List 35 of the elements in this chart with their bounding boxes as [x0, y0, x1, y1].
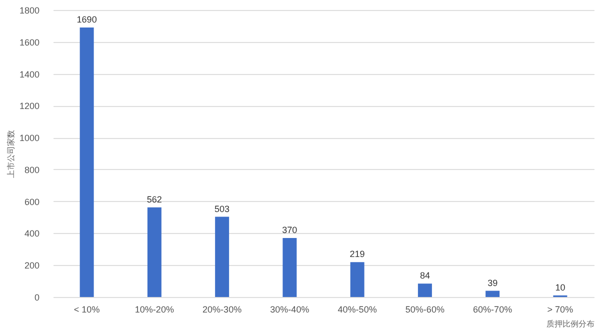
data-label: 84 [420, 270, 430, 281]
x-tick-label: 10%-20% [134, 304, 174, 314]
data-label: 370 [282, 225, 298, 236]
data-label: 562 [146, 194, 162, 204]
y-tick-label: 0 [34, 292, 40, 302]
x-tick-label: < 10% [74, 304, 100, 314]
x-axis-title: 质押比例分布 [546, 320, 594, 328]
data-label: 10 [555, 282, 566, 292]
bar [80, 28, 94, 297]
bar [350, 262, 364, 297]
x-tick-label: 30%-40% [270, 304, 310, 314]
y-tick-label: 1000 [19, 133, 40, 144]
y-tick-label: 600 [24, 196, 40, 207]
bar [147, 207, 162, 297]
bar [215, 216, 230, 297]
data-label: 219 [350, 249, 365, 260]
data-label: 39 [488, 278, 498, 288]
x-tick-label: 50%-60% [405, 304, 444, 314]
bar [282, 238, 297, 297]
x-tick-label: 60%-70% [473, 304, 512, 314]
y-axis-title: 上市公司家数 [6, 130, 16, 178]
data-label: 1690 [76, 14, 97, 25]
y-tick-label: 1400 [19, 69, 40, 80]
y-tick-label: 400 [24, 228, 40, 239]
y-tick-label: 1800 [19, 6, 40, 16]
x-tick-label: 20%-30% [202, 304, 242, 314]
x-tick-label: > 70% [547, 304, 574, 314]
y-tick-label: 1200 [19, 101, 40, 112]
data-label: 503 [214, 204, 230, 214]
y-tick-label: 200 [24, 260, 40, 271]
y-tick-label: 800 [24, 164, 40, 175]
bar [418, 284, 432, 297]
x-tick-label: 40%-50% [338, 304, 377, 314]
bar [486, 290, 500, 297]
y-tick-label: 1600 [19, 37, 40, 48]
